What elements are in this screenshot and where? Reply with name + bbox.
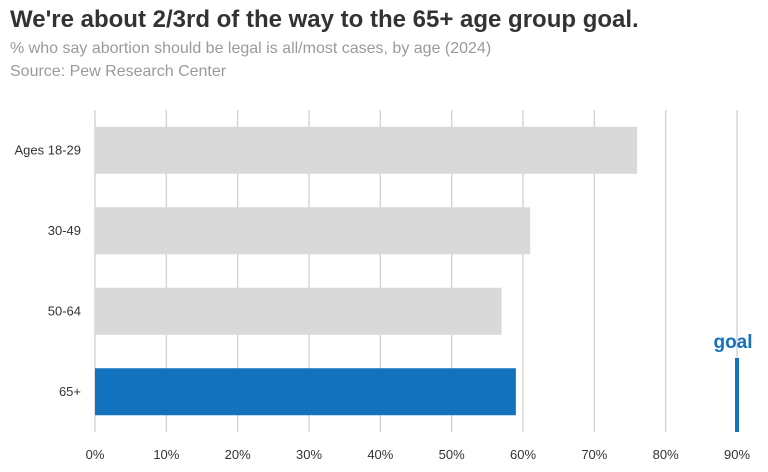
chart-subtitle: % who say abortion should be legal is al… <box>10 40 492 57</box>
x-tick-label-60: 60% <box>510 447 536 462</box>
x-tick-label-70: 70% <box>581 447 607 462</box>
x-tick-label-80: 80% <box>653 447 679 462</box>
chart-source: Source: Pew Research Center <box>10 63 227 80</box>
bar-30-49 <box>95 207 531 255</box>
bar-ages-18-29 <box>95 126 638 174</box>
bar-50-64 <box>95 287 502 335</box>
category-label-30-49: 30-49 <box>48 223 81 238</box>
x-tick-label-0: 0% <box>86 447 105 462</box>
category-label-50-64: 50-64 <box>48 303 81 318</box>
category-label-ages-18-29: Ages 18-29 <box>15 142 82 157</box>
chart-title: We're about 2/3rd of the way to the 65+ … <box>10 6 639 33</box>
x-tick-label-20: 20% <box>225 447 251 462</box>
x-tick-label-50: 50% <box>439 447 465 462</box>
x-tick-label-10: 10% <box>153 447 179 462</box>
bar-65- <box>95 368 516 416</box>
x-tick-label-40: 40% <box>367 447 393 462</box>
x-tick-label-30: 30% <box>296 447 322 462</box>
x-tick-label-90: 90% <box>724 447 750 462</box>
category-label-65-: 65+ <box>59 384 81 399</box>
goal-marker <box>735 358 739 432</box>
goal-label: goal <box>713 332 752 353</box>
